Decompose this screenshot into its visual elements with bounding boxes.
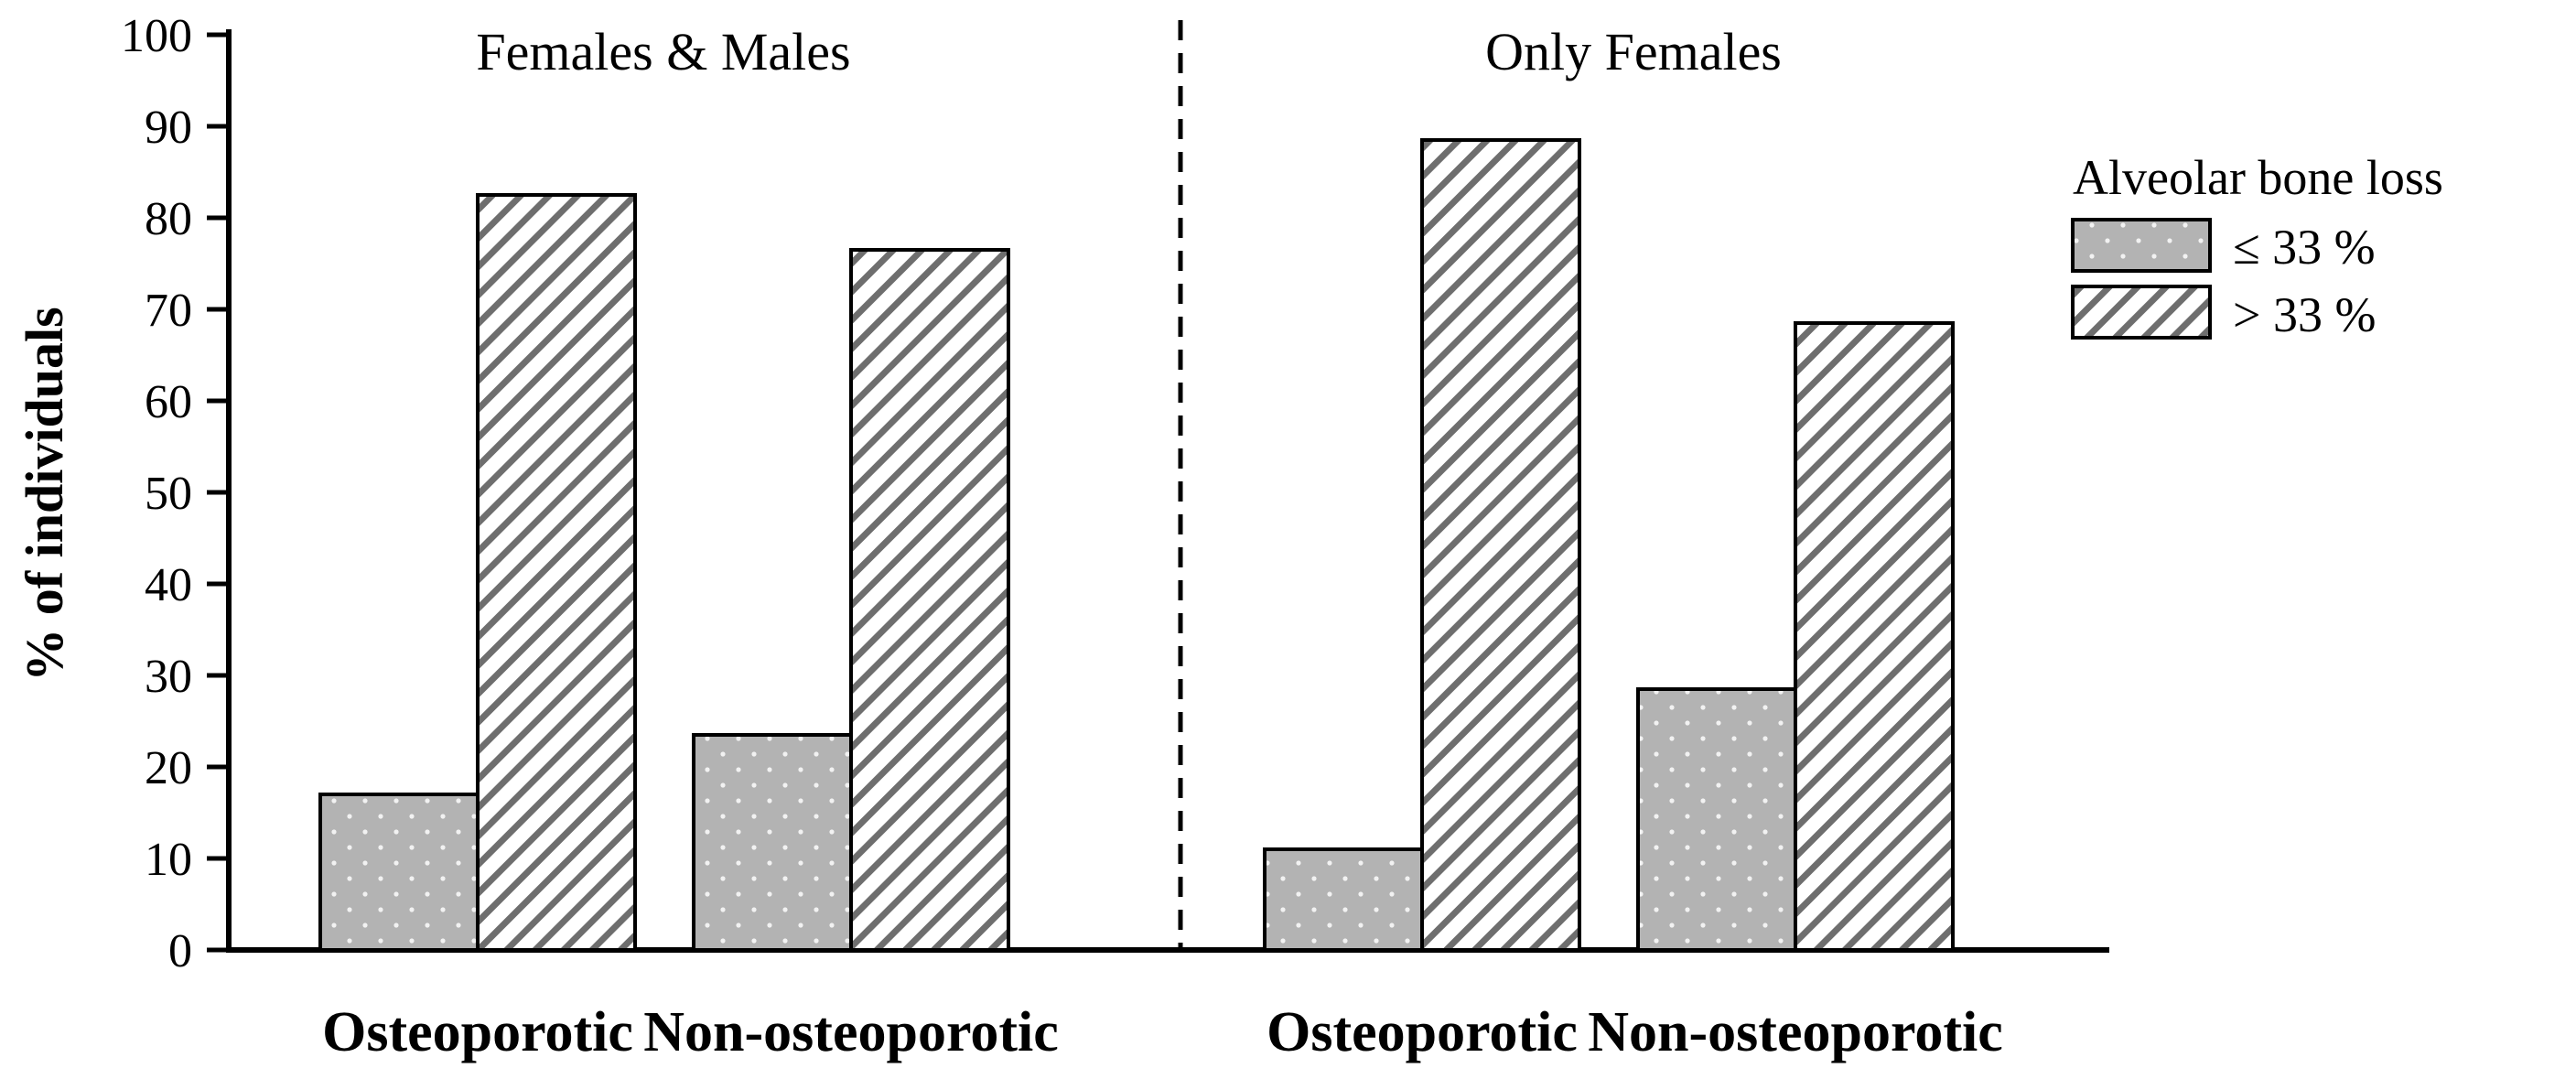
category-labels: Osteoporotic Non-osteoporotic Osteoporotic… — [322, 1001, 2003, 1063]
y-tick-label: 70 — [145, 285, 192, 337]
bar-gt33 — [1794, 321, 1955, 952]
y-tick-label: 80 — [145, 193, 192, 245]
legend-swatch-dots — [2071, 218, 2212, 273]
y-tick-label: 90 — [145, 102, 192, 154]
category-label: Non-osteoporotic — [643, 1001, 1058, 1063]
y-tick-label: 20 — [145, 742, 192, 794]
y-tick-label: 30 — [145, 651, 192, 703]
bar-le33 — [1263, 847, 1424, 952]
bar-gt33 — [1420, 138, 1581, 952]
y-tick-label: 60 — [145, 376, 192, 428]
category-label: Non-osteoporotic — [1588, 1001, 2002, 1063]
legend: Alveolar bone loss ≤ 33 % > 33 % — [2071, 150, 2443, 342]
bar-le33 — [318, 793, 480, 952]
bars — [318, 138, 1955, 952]
y-tick-label: 0 — [168, 925, 192, 977]
legend-label-le33: ≤ 33 % — [2233, 220, 2376, 275]
y-tick-label: 100 — [121, 10, 192, 62]
y-tick-label: 10 — [145, 834, 192, 886]
bar-gt33 — [476, 193, 637, 952]
y-ticks: 0 10 20 30 40 50 60 70 80 90 100 — [121, 10, 229, 977]
legend-swatch-hatch — [2071, 285, 2212, 340]
bar-gt33 — [849, 248, 1010, 952]
y-axis-title: % of individuals — [15, 307, 74, 681]
panel-title-only-females: Only Females — [1485, 22, 1782, 81]
legend-title: Alveolar bone loss — [2073, 150, 2443, 205]
category-label: Osteoporotic — [322, 1001, 633, 1063]
category-label: Osteoporotic — [1266, 1001, 1578, 1063]
y-tick-label: 50 — [145, 468, 192, 520]
y-tick-label: 40 — [145, 559, 192, 611]
legend-label-gt33: > 33 % — [2233, 287, 2376, 342]
bar-le33 — [1636, 687, 1797, 952]
bar-le33 — [692, 733, 853, 952]
panel-title-females-males: Females & Males — [476, 22, 850, 81]
